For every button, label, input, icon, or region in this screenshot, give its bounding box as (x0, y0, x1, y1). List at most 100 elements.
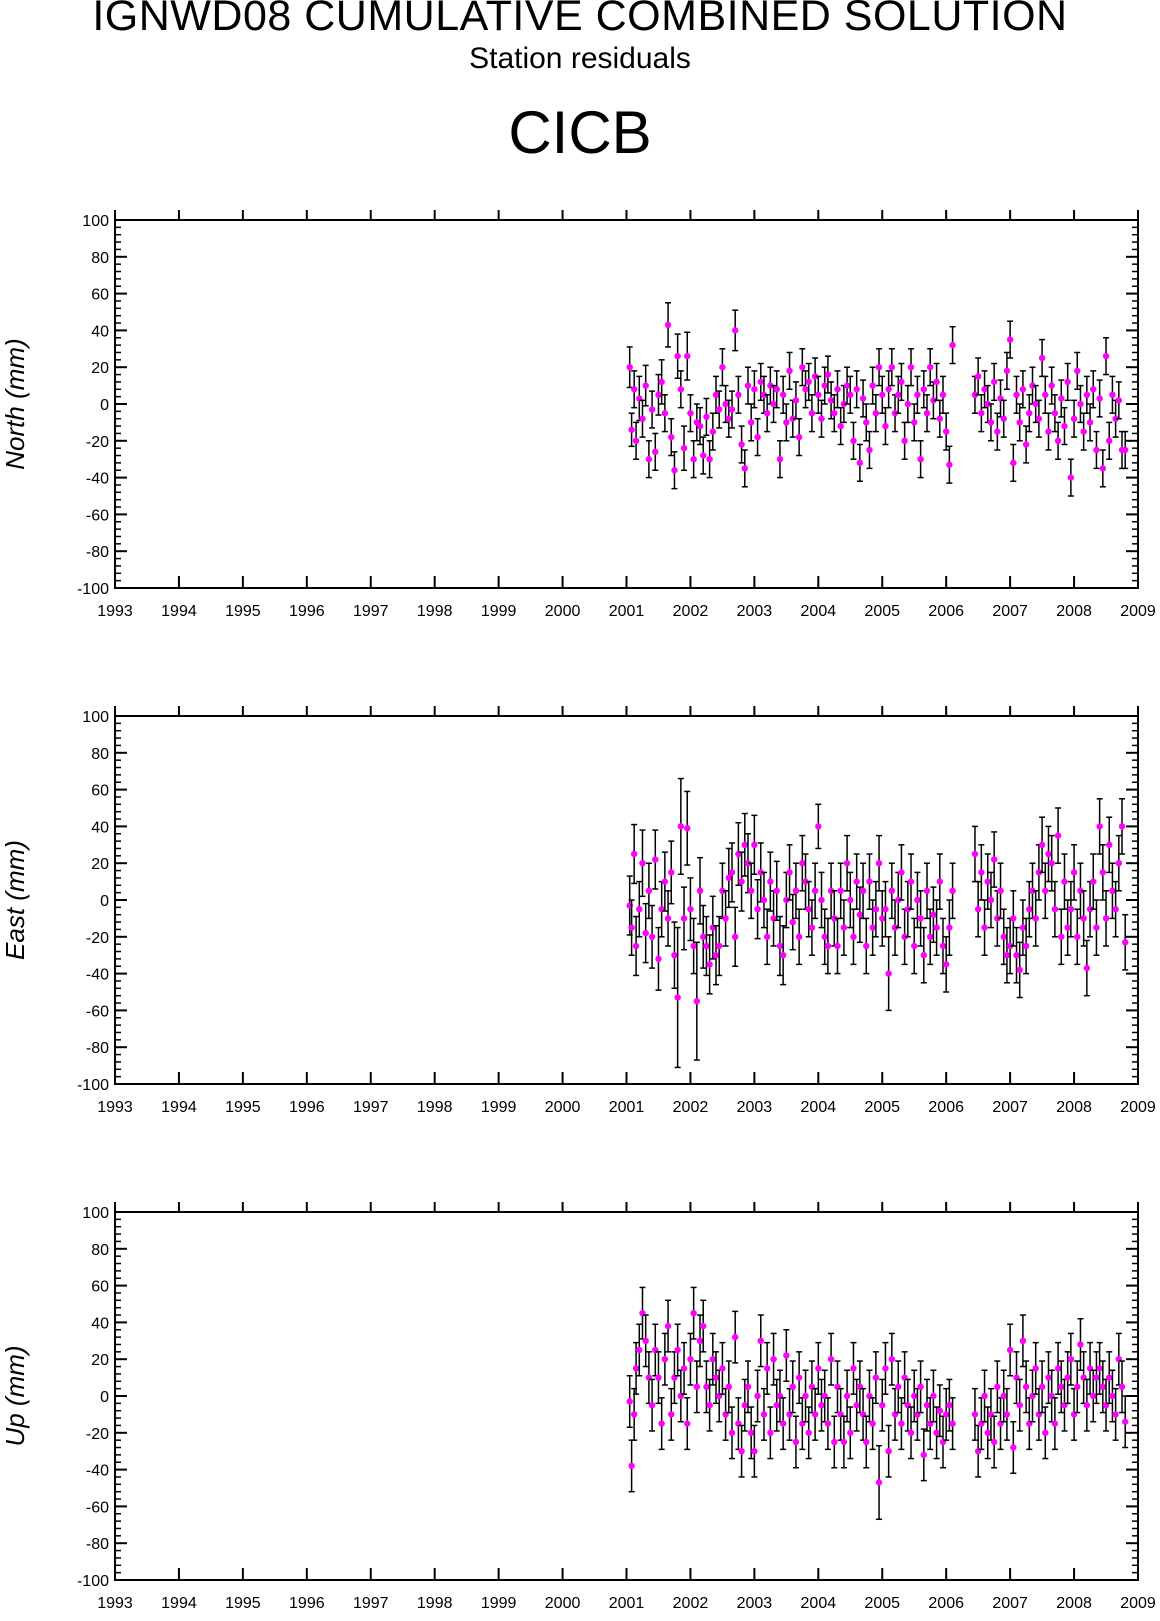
data-point (684, 825, 691, 832)
data-point (898, 378, 905, 386)
data-point (767, 878, 774, 885)
data-point (1003, 1411, 1011, 1418)
data-point (687, 906, 694, 913)
y-tick-label: -40 (86, 471, 109, 488)
data-point (760, 1411, 768, 1418)
data-point (901, 437, 908, 444)
panel-up: 100 80 60 40 20 0 -20 -40 -60 -80 -100 1993 1994 1995… (0, 1202, 1156, 1612)
y-tick-label: -80 (86, 544, 109, 561)
x-tick-label: 1999 (481, 1099, 517, 1116)
data-point (658, 1420, 665, 1427)
data-point (933, 1429, 940, 1437)
data-point (690, 1310, 697, 1317)
data-point (984, 878, 991, 885)
x-tick-label: 2009 (1120, 1099, 1156, 1116)
data-point (1115, 397, 1123, 404)
data-point (981, 1392, 988, 1400)
data-point (709, 428, 717, 435)
data-point (811, 887, 819, 894)
x-tick-label: 1999 (481, 1595, 517, 1612)
x-tick-label: 2004 (801, 603, 837, 620)
data-point (834, 386, 841, 393)
data-point (754, 433, 761, 441)
data-point (677, 386, 685, 393)
data-point (917, 456, 924, 463)
data-point (802, 878, 809, 885)
data-point (911, 942, 918, 950)
data-point (709, 1356, 717, 1363)
data-point (652, 856, 659, 863)
data-point (1032, 400, 1039, 408)
data-point (1122, 446, 1129, 454)
data-point (1022, 942, 1030, 950)
data-point (1070, 415, 1078, 422)
data-point (783, 1352, 790, 1359)
data-point (942, 1411, 950, 1418)
data-point (1054, 1365, 1062, 1372)
data-point (630, 1411, 638, 1418)
data-point (792, 887, 800, 894)
data-point (770, 400, 777, 408)
data-point (751, 386, 758, 393)
data-point (760, 896, 768, 904)
data-point (712, 391, 720, 398)
data-point (716, 942, 723, 950)
y-axis-label: Up (mm) (0, 1345, 30, 1446)
data-point (891, 410, 899, 417)
y-tick-label: 20 (91, 856, 109, 873)
data-point (757, 378, 764, 386)
data-point (1054, 437, 1062, 444)
data-point (668, 433, 675, 441)
y-tick-label: 80 (91, 746, 109, 763)
data-point (763, 1365, 771, 1372)
data-point (888, 364, 896, 371)
data-point (802, 1392, 809, 1400)
data-point (783, 419, 790, 426)
y-tick-label: 0 (100, 893, 109, 910)
data-point (1051, 1420, 1059, 1427)
data-point (1038, 1383, 1046, 1391)
data-point (1112, 415, 1119, 422)
data-point (997, 887, 1004, 894)
data-point (645, 887, 653, 894)
data-point (911, 419, 918, 426)
data-point (1032, 915, 1039, 922)
x-tick-label: 2007 (992, 1595, 1028, 1612)
x-tick-label: 2008 (1056, 1595, 1092, 1612)
y-tick-label: 100 (82, 1205, 109, 1222)
data-point (978, 869, 985, 876)
x-tick-label: 2009 (1120, 1595, 1156, 1612)
data-point (1026, 410, 1033, 417)
data-point (837, 887, 844, 894)
data-point (821, 933, 828, 940)
data-point (1109, 1392, 1116, 1400)
x-tick-label: 2007 (992, 1099, 1028, 1116)
data-point (674, 1346, 681, 1354)
data-point (639, 415, 646, 422)
data-point (856, 911, 864, 918)
data-point (875, 1479, 883, 1486)
data-point (856, 459, 864, 467)
data-point (1058, 395, 1065, 402)
data-point (719, 887, 726, 894)
data-point (1083, 391, 1091, 398)
y-tick-label: 80 (91, 1242, 109, 1259)
data-point (824, 942, 832, 950)
data-point (1051, 906, 1059, 913)
data-point (843, 1392, 851, 1400)
data-point (725, 874, 732, 882)
y-tick-label: -20 (86, 930, 109, 947)
data-point (1016, 419, 1023, 426)
data-point (1045, 850, 1052, 858)
y-tick-label: 40 (91, 1315, 109, 1332)
x-tick-label: 2005 (864, 603, 900, 620)
data-point (987, 419, 995, 426)
x-tick-label: 1999 (481, 603, 517, 620)
data-point (776, 456, 784, 463)
y-axis-label: East (mm) (0, 840, 30, 960)
data-point (1080, 428, 1087, 435)
x-tick-label: 2003 (737, 1595, 773, 1612)
data-point (853, 878, 860, 885)
data-point (1022, 1383, 1030, 1391)
y-tick-label: -40 (86, 1463, 109, 1480)
